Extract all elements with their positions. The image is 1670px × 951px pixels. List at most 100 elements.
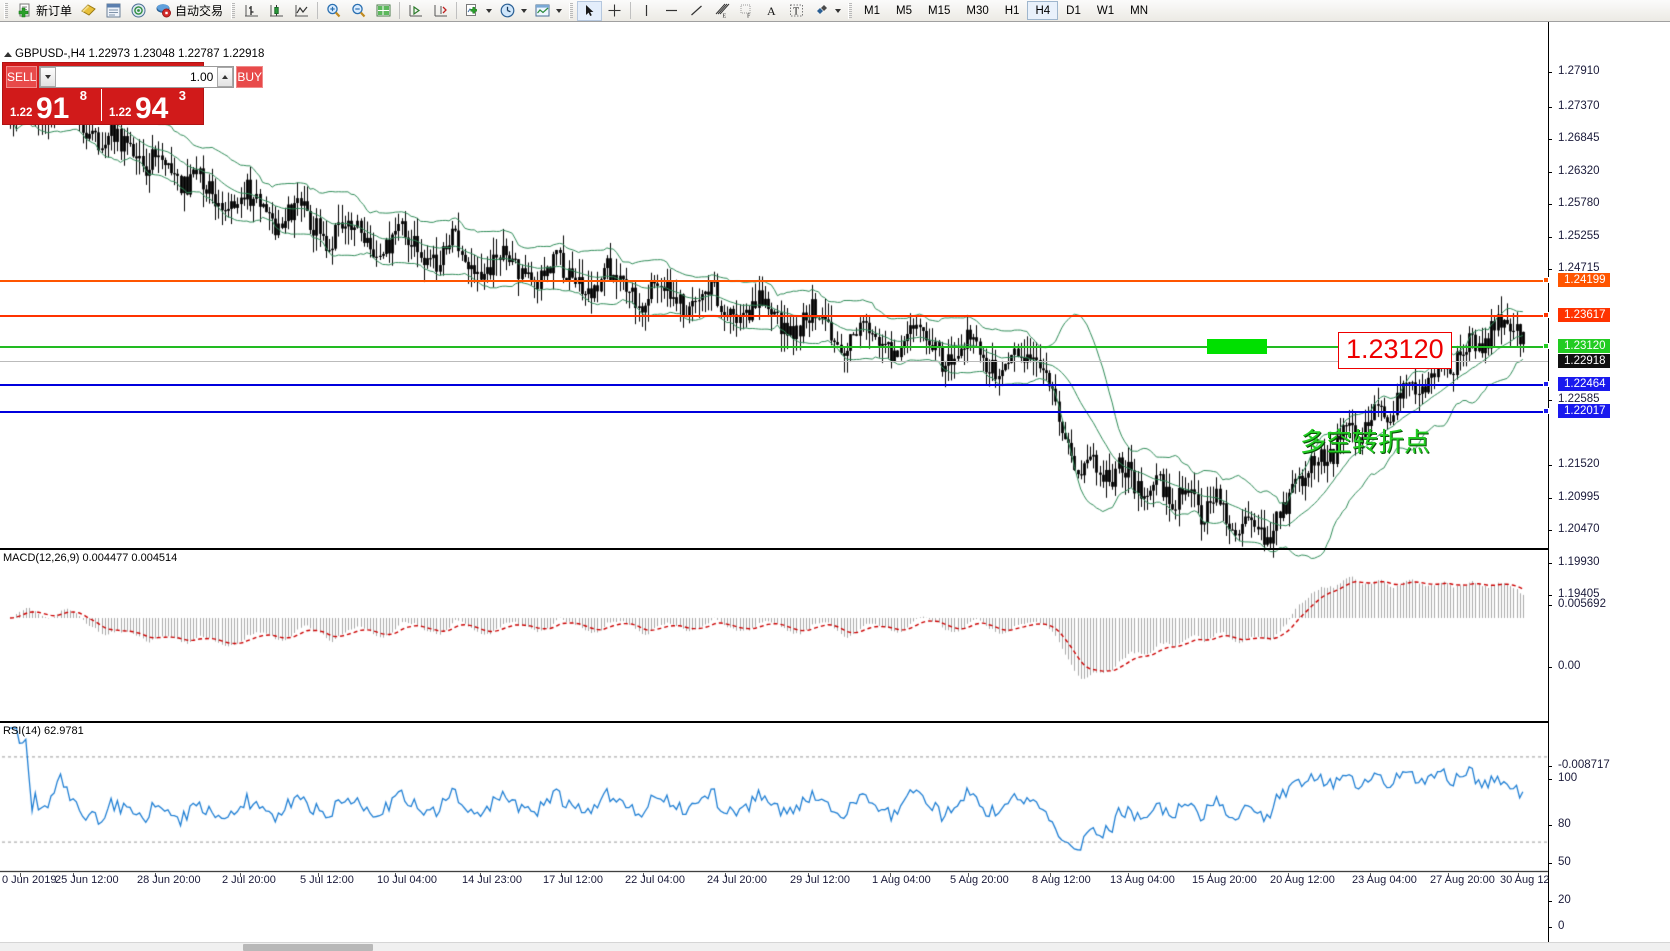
periods-dropdown-caret[interactable]: [521, 8, 528, 13]
price-level-tag[interactable]: 1.23120: [1558, 339, 1610, 353]
horizontal-line-icon: [663, 2, 680, 19]
price-axis[interactable]: 1.27910 1.27370 1.26845 1.26320 1.25780 1.252…: [1548, 22, 1670, 951]
time-axis-tick: [1050, 873, 1051, 877]
candlestick-chart-button[interactable]: [264, 1, 289, 21]
timeframe-h4[interactable]: H4: [1027, 1, 1059, 20]
sell-button[interactable]: SELL: [6, 66, 38, 88]
price-level-line[interactable]: [0, 280, 1548, 282]
trendline-button[interactable]: [684, 1, 709, 21]
time-axis-label: 23 Aug 04:00: [1352, 874, 1417, 886]
time-axis-label: 10 Jul 04:00: [377, 874, 437, 886]
horizontal-scrollbar[interactable]: [0, 942, 1670, 951]
periods-button[interactable]: [495, 1, 520, 21]
tile-windows-button[interactable]: [371, 1, 396, 21]
chart-shift-button[interactable]: [428, 1, 453, 21]
new-order-button[interactable]: 新订单: [12, 1, 76, 21]
price-axis-label: 1.27370: [1558, 100, 1600, 112]
vertical-line-button[interactable]: [634, 1, 659, 21]
zoom-in-button[interactable]: [321, 1, 346, 21]
timeframe-m15[interactable]: M15: [928, 4, 951, 17]
line-chart-icon: [293, 2, 310, 19]
timeframe-m5[interactable]: M5: [896, 4, 912, 17]
chinese-annotation[interactable]: 多空转折点: [1300, 428, 1431, 458]
price-axis-label: 1.26845: [1558, 132, 1600, 144]
price-level-tag[interactable]: 1.24199: [1558, 273, 1610, 287]
buy-button[interactable]: BUY: [236, 66, 264, 88]
timeframe-m30[interactable]: M30: [966, 4, 989, 17]
price-level-tag[interactable]: 1.22017: [1558, 404, 1610, 418]
green-highlight-box[interactable]: [1207, 339, 1267, 354]
timeframe-mn[interactable]: MN: [1130, 4, 1148, 17]
timeframe-d1[interactable]: D1: [1066, 4, 1081, 17]
auto-trading-icon: [155, 2, 172, 19]
sell-price-display[interactable]: 1.22 91 8: [6, 88, 102, 125]
new-order-label: 新订单: [36, 4, 73, 18]
line-chart-button[interactable]: [289, 1, 314, 21]
templates-button[interactable]: [530, 1, 555, 21]
price-annotation-box[interactable]: 1.23120: [1338, 332, 1452, 369]
price-level-handle[interactable]: [1543, 312, 1549, 318]
price-level-handle[interactable]: [1543, 343, 1549, 349]
templates-dropdown-caret[interactable]: [556, 8, 563, 13]
buy-price-prefix: 1.22: [109, 107, 132, 119]
price-level-line[interactable]: [0, 346, 1548, 348]
toolbar-grip[interactable]: [4, 2, 8, 19]
crosshair-button[interactable]: [602, 1, 627, 21]
toolbar-grip-3[interactable]: [569, 2, 574, 19]
main-toolbar: 新订单: [0, 0, 1670, 22]
axis-tick: [1548, 825, 1552, 826]
pane-separator-macd: [0, 548, 1548, 550]
axis-tick: [1548, 139, 1552, 140]
chart-canvas[interactable]: [0, 22, 1670, 951]
toolbar-grip-2[interactable]: [231, 2, 236, 19]
price-level-line[interactable]: [0, 384, 1548, 386]
toolbar-grip-4[interactable]: [848, 2, 853, 19]
chart-area[interactable]: GBPUSD-,H4 1.22973 1.23048 1.22787 1.229…: [0, 22, 1670, 951]
one-click-trading-panel[interactable]: SELL BUY 1.22 91 8: [2, 62, 264, 125]
indicators-button[interactable]: [460, 1, 485, 21]
price-level-handle[interactable]: [1543, 408, 1549, 414]
macd-axis-label: 0.00: [1558, 660, 1581, 672]
chart-collapse-icon[interactable]: [4, 52, 12, 57]
current-price-tag[interactable]: 1.22918: [1558, 354, 1610, 368]
zoom-out-button[interactable]: [346, 1, 371, 21]
fibonacci-button[interactable]: E: [709, 1, 734, 21]
data-window-button[interactable]: [101, 1, 126, 21]
shapes-dropdown-caret[interactable]: [835, 8, 842, 13]
auto-trading-button[interactable]: 自动交易: [151, 1, 227, 21]
price-level-tag[interactable]: 1.22464: [1558, 377, 1610, 391]
price-level-tag[interactable]: 1.23617: [1558, 308, 1610, 322]
text-button[interactable]: A: [759, 1, 784, 21]
volume-increase-button[interactable]: [217, 67, 234, 87]
data-window-icon: [105, 2, 122, 19]
volume-decrease-button[interactable]: [40, 67, 57, 87]
price-level-handle[interactable]: [1543, 277, 1549, 283]
buy-price-big: 94: [135, 92, 169, 125]
expert-advisors-button[interactable]: [76, 1, 101, 21]
auto-scroll-button[interactable]: [403, 1, 428, 21]
axis-tick: [1548, 498, 1552, 499]
price-axis-label: 1.20470: [1558, 523, 1600, 535]
price-level-line[interactable]: [0, 361, 1548, 362]
bar-chart-button[interactable]: [239, 1, 264, 21]
volume-input[interactable]: [56, 67, 218, 87]
volume-stepper[interactable]: [39, 66, 235, 88]
buy-price-display[interactable]: 1.22 94 3: [105, 88, 200, 125]
time-axis-tick: [20, 873, 21, 877]
scrollbar-thumb[interactable]: [243, 944, 373, 951]
cursor-button[interactable]: [577, 0, 603, 21]
text-label-button[interactable]: T: [784, 1, 809, 21]
time-axis-label: 25 Jun 12:00: [55, 874, 119, 886]
indicators-dropdown-caret[interactable]: [486, 8, 493, 13]
timeframe-h1[interactable]: H1: [1004, 4, 1020, 17]
horizontal-line-button[interactable]: [659, 1, 684, 21]
price-level-handle[interactable]: [1543, 381, 1549, 387]
timeframe-w1[interactable]: W1: [1096, 4, 1115, 17]
price-level-line[interactable]: [0, 315, 1548, 317]
price-level-line[interactable]: [0, 411, 1548, 413]
navigator-button[interactable]: [126, 1, 151, 21]
timeframe-m1[interactable]: M1: [864, 4, 881, 17]
price-axis-label: 1.20995: [1558, 491, 1600, 503]
equidistant-channel-button[interactable]: F: [734, 1, 759, 21]
shapes-button[interactable]: [809, 1, 834, 21]
